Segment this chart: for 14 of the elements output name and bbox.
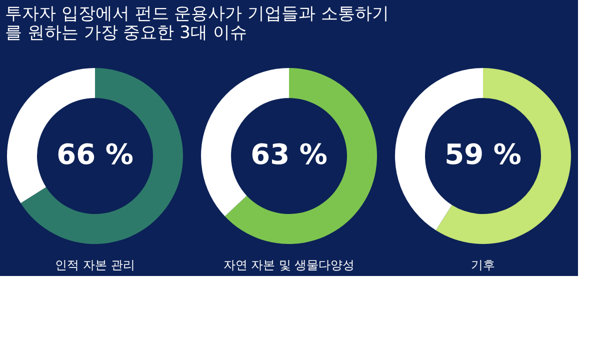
donut-slice xyxy=(436,68,571,244)
text: 자연 자본 및 생물다양성 xyxy=(223,258,355,272)
text: 인적 자본 관리 xyxy=(55,258,135,272)
text: 를 원하는 가장 중요한 3대 이슈 xyxy=(5,23,247,43)
donut-slice xyxy=(20,68,183,244)
donut-slice xyxy=(395,68,483,230)
donut-slice xyxy=(7,68,95,204)
donut-slice xyxy=(224,68,377,244)
data-label: 59 % xyxy=(444,138,522,171)
text: 기후 xyxy=(471,258,495,272)
donut-slice xyxy=(201,68,289,216)
data-label: 63 % xyxy=(250,138,328,171)
text: 투자자 입장에서 펀드 운용사가 기업들과 소통하기 xyxy=(5,4,390,24)
data-label: 66 % xyxy=(56,138,134,171)
